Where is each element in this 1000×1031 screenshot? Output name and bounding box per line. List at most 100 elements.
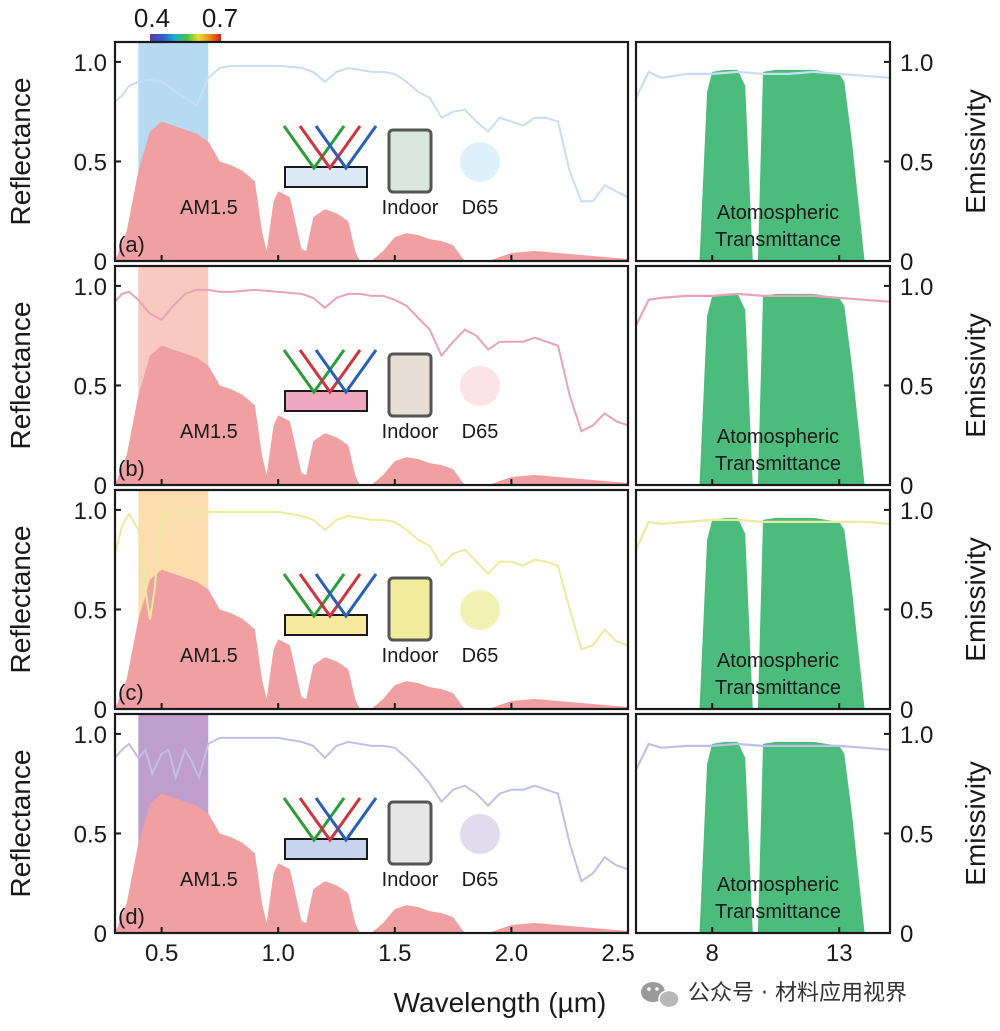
atm-label-line2: Transmittance bbox=[715, 229, 841, 251]
y-axis-label-reflectance: Reflectance bbox=[5, 526, 36, 674]
d65-color-swatch bbox=[460, 366, 500, 406]
right-y-tick-label: 0.5 bbox=[900, 821, 933, 848]
y-axis-label-reflectance: Reflectance bbox=[5, 78, 36, 226]
right-y-tick-label: 0 bbox=[900, 473, 913, 500]
left-y-tick-label: 1.0 bbox=[74, 50, 107, 77]
right-x-tick-label: 8 bbox=[706, 940, 719, 967]
y-axis-label-reflectance: Reflectance bbox=[5, 302, 36, 450]
panel-a: 0 0.5 1.0 Reflectance (a) AM1.5 Indoor D65 0 0.5 1… bbox=[5, 42, 991, 276]
left-plot-area bbox=[115, 266, 628, 485]
am15-label: AM1.5 bbox=[180, 645, 238, 667]
colorbar-low-label: 0.4 bbox=[134, 3, 170, 33]
right-y-tick-label: 0.5 bbox=[900, 373, 933, 400]
left-y-tick-label: 0.5 bbox=[74, 149, 107, 176]
left-y-tick-label: 0 bbox=[94, 249, 107, 276]
indoor-sample-photo bbox=[389, 578, 431, 640]
left-x-tick-label: 1.0 bbox=[262, 940, 295, 967]
y-axis-label-emissivity: Emissivity bbox=[960, 89, 991, 213]
indoor-label: Indoor bbox=[382, 645, 439, 667]
atm-label-line1: Atomospheric bbox=[717, 426, 839, 448]
am15-spectrum-area bbox=[115, 346, 628, 485]
visible-colorbar: 0.4 0.7 bbox=[134, 3, 238, 43]
left-plot-area bbox=[115, 490, 628, 709]
atm-label-line2: Transmittance bbox=[715, 677, 841, 699]
d65-color-swatch bbox=[460, 814, 500, 854]
atm-label-line1: Atomospheric bbox=[717, 202, 839, 224]
right-y-tick-label: 0.5 bbox=[900, 597, 933, 624]
left-y-tick-label: 0.5 bbox=[74, 597, 107, 624]
right-y-tick-label: 1.0 bbox=[900, 498, 933, 525]
right-y-tick-label: 0.5 bbox=[900, 149, 933, 176]
y-axis-label-emissivity: Emissivity bbox=[960, 761, 991, 885]
atm-label-line1: Atomospheric bbox=[717, 650, 839, 672]
am15-label: AM1.5 bbox=[180, 869, 238, 891]
y-axis-label-emissivity: Emissivity bbox=[960, 537, 991, 661]
panel-d: 0 0.5 1.0 0.5 1.0 1.5 2.0 2.5 Reflectance (d) AM1.… bbox=[5, 714, 991, 967]
d65-label: D65 bbox=[462, 421, 499, 443]
panel-c: 0 0.5 1.0 Reflectance (c) AM1.5 Indoor D65 0 0.5 1… bbox=[5, 490, 991, 724]
indoor-sample-photo bbox=[389, 354, 431, 416]
am15-label: AM1.5 bbox=[180, 197, 238, 219]
film-sample bbox=[285, 167, 367, 187]
am15-spectrum-area bbox=[115, 122, 628, 261]
left-y-tick-label: 0 bbox=[94, 921, 107, 948]
right-y-tick-label: 1.0 bbox=[900, 50, 933, 77]
d65-color-swatch bbox=[460, 142, 500, 182]
indoor-label: Indoor bbox=[382, 421, 439, 443]
colorbar-high-label: 0.7 bbox=[202, 3, 238, 33]
indoor-sample-photo bbox=[389, 130, 431, 192]
left-y-tick-label: 0 bbox=[94, 473, 107, 500]
reflection-schematic bbox=[284, 798, 376, 859]
right-y-tick-label: 1.0 bbox=[900, 274, 933, 301]
left-y-tick-label: 1.0 bbox=[74, 274, 107, 301]
right-x-tick-label: 13 bbox=[826, 940, 853, 967]
left-y-tick-label: 1.0 bbox=[74, 722, 107, 749]
watermark: 公众号 · 材料应用视界 bbox=[641, 981, 907, 1008]
d65-label: D65 bbox=[462, 197, 499, 219]
left-x-tick-label: 0.5 bbox=[145, 940, 178, 967]
panel-label: (a) bbox=[118, 232, 145, 257]
left-plot-area bbox=[115, 714, 628, 933]
reflection-schematic bbox=[284, 126, 376, 187]
right-y-tick-label: 1.0 bbox=[900, 722, 933, 749]
film-sample bbox=[285, 839, 367, 859]
left-x-tick-label: 2.0 bbox=[495, 940, 528, 967]
indoor-sample-photo bbox=[389, 802, 431, 864]
d65-color-swatch bbox=[460, 590, 500, 630]
atm-label-line2: Transmittance bbox=[715, 901, 841, 923]
watermark-text: 公众号 · 材料应用视界 bbox=[688, 981, 907, 1006]
indoor-label: Indoor bbox=[382, 197, 439, 219]
left-y-tick-label: 1.0 bbox=[74, 498, 107, 525]
figure: 0.4 0.7 0 0.5 1.0 Reflectance (a) AM1.5 Indoor… bbox=[0, 0, 1000, 1031]
panels: 0 0.5 1.0 Reflectance (a) AM1.5 Indoor D65 0 0.5 1… bbox=[5, 42, 991, 967]
y-axis-label-emissivity: Emissivity bbox=[960, 313, 991, 437]
d65-label: D65 bbox=[462, 869, 499, 891]
am15-spectrum-area bbox=[115, 570, 628, 709]
reflection-schematic bbox=[284, 574, 376, 635]
panel-label: (b) bbox=[118, 456, 145, 481]
right-y-tick-label: 0 bbox=[900, 697, 913, 724]
left-y-tick-label: 0 bbox=[94, 697, 107, 724]
x-axis-label: Wavelength (µm) bbox=[394, 987, 607, 1018]
am15-spectrum-area bbox=[115, 794, 628, 933]
left-y-tick-label: 0.5 bbox=[74, 373, 107, 400]
wechat-icon bbox=[641, 982, 679, 1008]
am15-label: AM1.5 bbox=[180, 421, 238, 443]
panel-label: (c) bbox=[118, 680, 144, 705]
panel-label: (d) bbox=[118, 904, 145, 929]
right-y-tick-label: 0 bbox=[900, 249, 913, 276]
y-axis-label-reflectance: Reflectance bbox=[5, 750, 36, 898]
atm-label-line1: Atomospheric bbox=[717, 874, 839, 896]
right-y-tick-label: 0 bbox=[900, 921, 913, 948]
reflection-schematic bbox=[284, 350, 376, 411]
indoor-label: Indoor bbox=[382, 869, 439, 891]
film-sample bbox=[285, 615, 367, 635]
left-plot-area bbox=[115, 42, 628, 261]
panel-b: 0 0.5 1.0 Reflectance (b) AM1.5 Indoor D65 0 0.5 1… bbox=[5, 266, 991, 500]
atm-label-line2: Transmittance bbox=[715, 453, 841, 475]
d65-label: D65 bbox=[462, 645, 499, 667]
left-y-tick-label: 0.5 bbox=[74, 821, 107, 848]
left-x-tick-label: 2.5 bbox=[601, 940, 634, 967]
film-sample bbox=[285, 391, 367, 411]
left-x-tick-label: 1.5 bbox=[378, 940, 411, 967]
